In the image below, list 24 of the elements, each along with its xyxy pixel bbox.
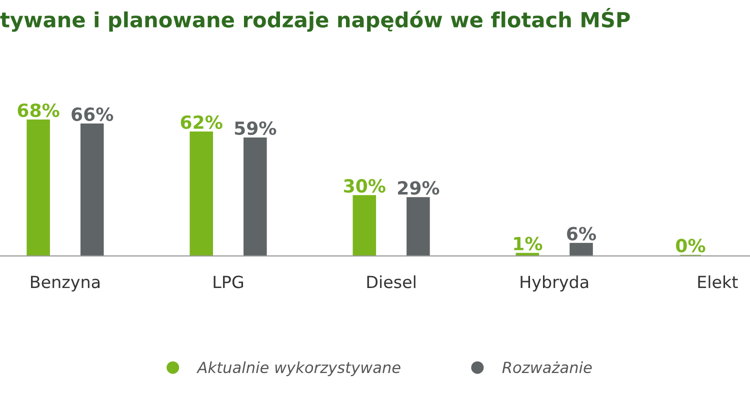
- chart-title: tywane i planowane rodzaje napędów we flotach MŚP: [0, 8, 630, 32]
- data-label: 29%: [398, 181, 440, 195]
- bar: [80, 124, 104, 256]
- legend-label: Aktualnie wykorzystywane: [196, 361, 400, 376]
- x-tick-label: LPG: [214, 276, 244, 288]
- data-label: 68%: [18, 103, 60, 118]
- data-label: 1%: [514, 236, 542, 250]
- x-tick-label: Hybryda: [520, 275, 588, 292]
- legend-label: Rozważanie: [502, 361, 592, 374]
- data-label: 0%: [676, 238, 706, 252]
- bar: [406, 197, 430, 256]
- x-tick-label: Benzyna: [31, 276, 100, 292]
- data-label: 6%: [567, 226, 596, 240]
- bar: [352, 195, 376, 256]
- bar: [244, 137, 267, 256]
- data-label: 62%: [180, 115, 222, 130]
- x-tick-label: Diesel: [367, 275, 416, 288]
- bar: [570, 242, 593, 256]
- data-label: 30%: [344, 179, 386, 193]
- x-tick-label: Elekt: [698, 275, 738, 288]
- bar: [26, 120, 50, 256]
- data-label: 66%: [72, 107, 114, 122]
- bar: [190, 131, 213, 256]
- data-label: 59%: [234, 121, 276, 136]
